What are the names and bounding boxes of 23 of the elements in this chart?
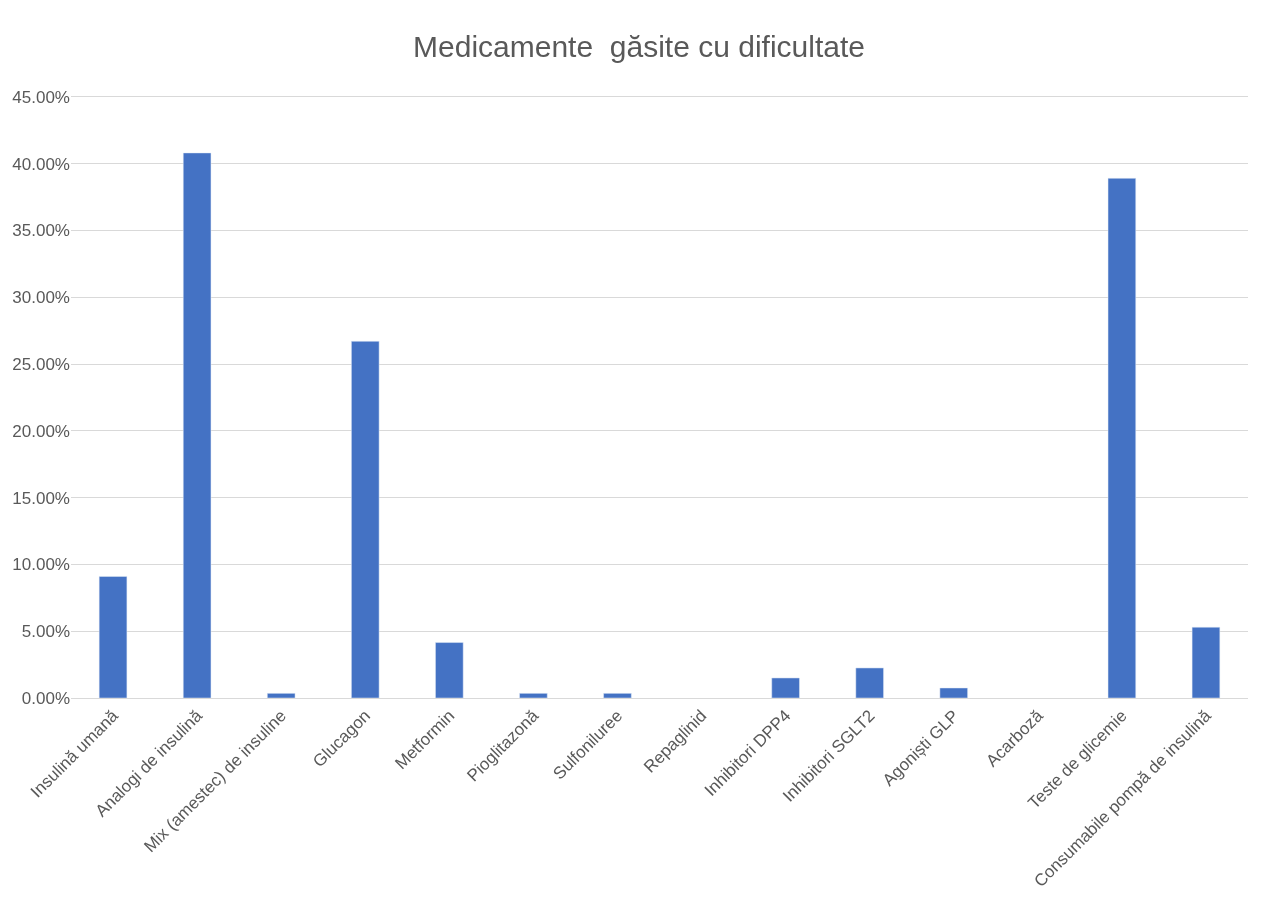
bar [603,693,632,698]
bar [267,693,296,698]
y-tick-label: 15.00% [12,488,70,508]
y-tick-label: 20.00% [12,421,70,441]
y-tick-label: 35.00% [12,221,70,241]
y-tick-label: 40.00% [12,154,70,174]
y-tick-label: 30.00% [12,288,70,308]
y-tick-label: 0.00% [21,688,70,708]
y-tick-label: 5.00% [21,622,70,642]
y-tick-label: 25.00% [12,354,70,374]
bar [939,687,968,698]
bar [771,677,800,698]
bar [182,152,212,698]
bar [351,341,380,698]
chart-title: Medicamente găsite cu dificultate [413,30,865,64]
bar [435,642,464,698]
bar [855,667,884,698]
bar [98,576,128,698]
bar [1107,178,1137,698]
y-tick-label: 45.00% [12,87,70,107]
y-tick-label: 10.00% [12,555,70,575]
bar [1191,626,1221,698]
bar [519,693,548,698]
